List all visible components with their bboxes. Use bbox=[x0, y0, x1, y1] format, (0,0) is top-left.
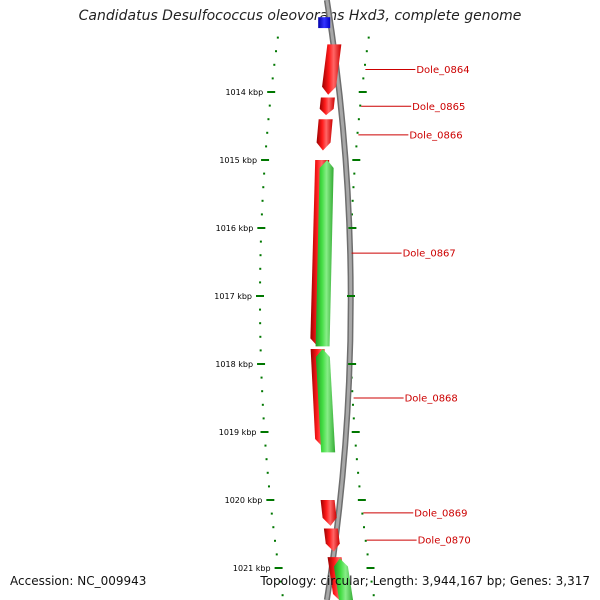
inner-dot-mark bbox=[259, 308, 262, 311]
gene-label[interactable]: Dole_0868 bbox=[405, 394, 458, 405]
backbone-layer bbox=[323, 0, 354, 600]
scale-tick-label: 1018 kbp bbox=[215, 360, 253, 369]
outer-dot-mark bbox=[351, 199, 354, 202]
forward-gene-arrow[interactable] bbox=[315, 160, 334, 347]
inner-dot-mark bbox=[261, 199, 264, 202]
inner-dot-mark bbox=[268, 104, 271, 107]
outer-dot-mark bbox=[362, 77, 365, 80]
forward-gene-arrow[interactable] bbox=[333, 558, 354, 600]
outer-dot-mark bbox=[355, 145, 358, 148]
inner-dot-mark bbox=[260, 376, 263, 379]
backbone-arc bbox=[325, 0, 353, 600]
outer-dot-mark bbox=[364, 63, 367, 66]
gene-arrow-dole-0869[interactable] bbox=[320, 500, 337, 526]
outer-dot-mark bbox=[364, 539, 367, 542]
outer-dot-mark bbox=[372, 594, 375, 597]
inner-dot-mark bbox=[273, 63, 276, 66]
genome-title: Candidatus Desulfococcus oleovorans Hxd3… bbox=[78, 8, 522, 24]
inner-dot-mark bbox=[262, 417, 265, 420]
scale-ticks-layer: 1014 kbp 1015 kbp 1016 kbp 1017 kbp 1018 kbp… bbox=[214, 88, 375, 573]
inner-dot-mark bbox=[265, 145, 268, 148]
gene-label[interactable]: Dole_0870 bbox=[418, 536, 471, 547]
inner-dot-mark bbox=[272, 526, 275, 529]
inner-dot-mark bbox=[259, 254, 262, 257]
gene-label[interactable]: Dole_0864 bbox=[416, 65, 469, 76]
scale-tick-label: 1017 kbp bbox=[214, 292, 252, 301]
inner-dot-mark bbox=[274, 539, 277, 542]
scale-tick-label: 1015 kbp bbox=[219, 156, 257, 165]
gene-arrow-dole-0870[interactable] bbox=[323, 528, 340, 552]
inner-dot-mark bbox=[275, 50, 278, 53]
genome-summary-label: Topology: circular; Length: 3,944,167 bp… bbox=[260, 574, 590, 588]
gene-label[interactable]: Dole_0866 bbox=[409, 130, 462, 141]
inner-dot-mark bbox=[276, 36, 279, 39]
outer-dot-mark bbox=[354, 444, 357, 447]
inner-dot-mark bbox=[259, 281, 262, 284]
accession-label: Accession: NC_009943 bbox=[10, 574, 147, 588]
outer-dot-mark bbox=[352, 186, 355, 189]
inner-dot-mark bbox=[266, 471, 269, 474]
inner-dot-mark bbox=[259, 335, 262, 338]
outer-dot-mark bbox=[351, 403, 354, 406]
outer-dot-mark bbox=[370, 580, 373, 583]
inner-dot-mark bbox=[259, 322, 262, 325]
gene-label[interactable]: Dole_0869 bbox=[414, 508, 467, 519]
outer-dot-mark bbox=[359, 104, 362, 107]
inner-dot-mark bbox=[265, 458, 268, 461]
inner-dot-mark bbox=[261, 403, 264, 406]
inner-dot-mark bbox=[261, 390, 264, 393]
gene-arrow-dole-0864[interactable] bbox=[322, 44, 342, 95]
scale-tick-label: 1019 kbp bbox=[219, 428, 257, 437]
inner-dot-mark bbox=[267, 485, 270, 488]
gene-label[interactable]: Dole_0865 bbox=[412, 102, 465, 113]
outer-dot-mark bbox=[351, 390, 354, 393]
outer-dot-mark bbox=[361, 512, 364, 515]
outer-dot-mark bbox=[356, 131, 359, 134]
outer-dot-mark bbox=[355, 458, 358, 461]
inner-dot-mark bbox=[266, 131, 269, 134]
inner-dot-mark bbox=[279, 580, 282, 583]
inner-dot-mark bbox=[264, 444, 267, 447]
rna-feature-block[interactable] bbox=[318, 17, 331, 29]
gene-arrow-dole-0865[interactable] bbox=[319, 97, 335, 116]
outer-dot-mark bbox=[363, 526, 366, 529]
inner-dot-mark bbox=[271, 77, 274, 80]
inner-dot-mark bbox=[259, 349, 262, 352]
inner-dot-mark bbox=[259, 240, 262, 243]
inner-dot-mark bbox=[267, 118, 270, 121]
inner-dot-mark bbox=[270, 512, 273, 515]
outer-dot-mark bbox=[357, 471, 360, 474]
feature-layer bbox=[310, 17, 354, 600]
scale-tick-label: 1016 kbp bbox=[216, 224, 254, 233]
inner-dot-mark bbox=[259, 267, 262, 270]
gene-labels-layer: Dole_0864 Dole_0865 Dole_0866 Dole_0867 Dole… bbox=[351, 65, 471, 547]
outer-dot-mark bbox=[353, 172, 356, 175]
scale-tick-label: 1021 kbp bbox=[233, 564, 271, 573]
inner-dot-mark bbox=[275, 553, 278, 556]
forward-gene-arrow[interactable] bbox=[315, 349, 336, 453]
inner-dot-mark bbox=[260, 213, 263, 216]
outer-dot-mark bbox=[365, 50, 368, 53]
gene-arrow-dole-0866[interactable] bbox=[316, 119, 333, 151]
scale-tick-label: 1020 kbp bbox=[225, 496, 263, 505]
outer-dot-mark bbox=[350, 213, 353, 216]
outer-dot-mark bbox=[366, 553, 369, 556]
outer-dot-mark bbox=[352, 417, 355, 420]
outer-dot-mark bbox=[358, 485, 361, 488]
scale-tick-label: 1014 kbp bbox=[225, 88, 263, 97]
inner-dot-mark bbox=[281, 594, 284, 597]
inner-dot-mark bbox=[262, 186, 265, 189]
inner-dot-mark bbox=[263, 172, 266, 175]
gene-label[interactable]: Dole_0867 bbox=[403, 249, 456, 260]
outer-dot-mark bbox=[367, 36, 370, 39]
outer-dot-mark bbox=[357, 118, 360, 121]
